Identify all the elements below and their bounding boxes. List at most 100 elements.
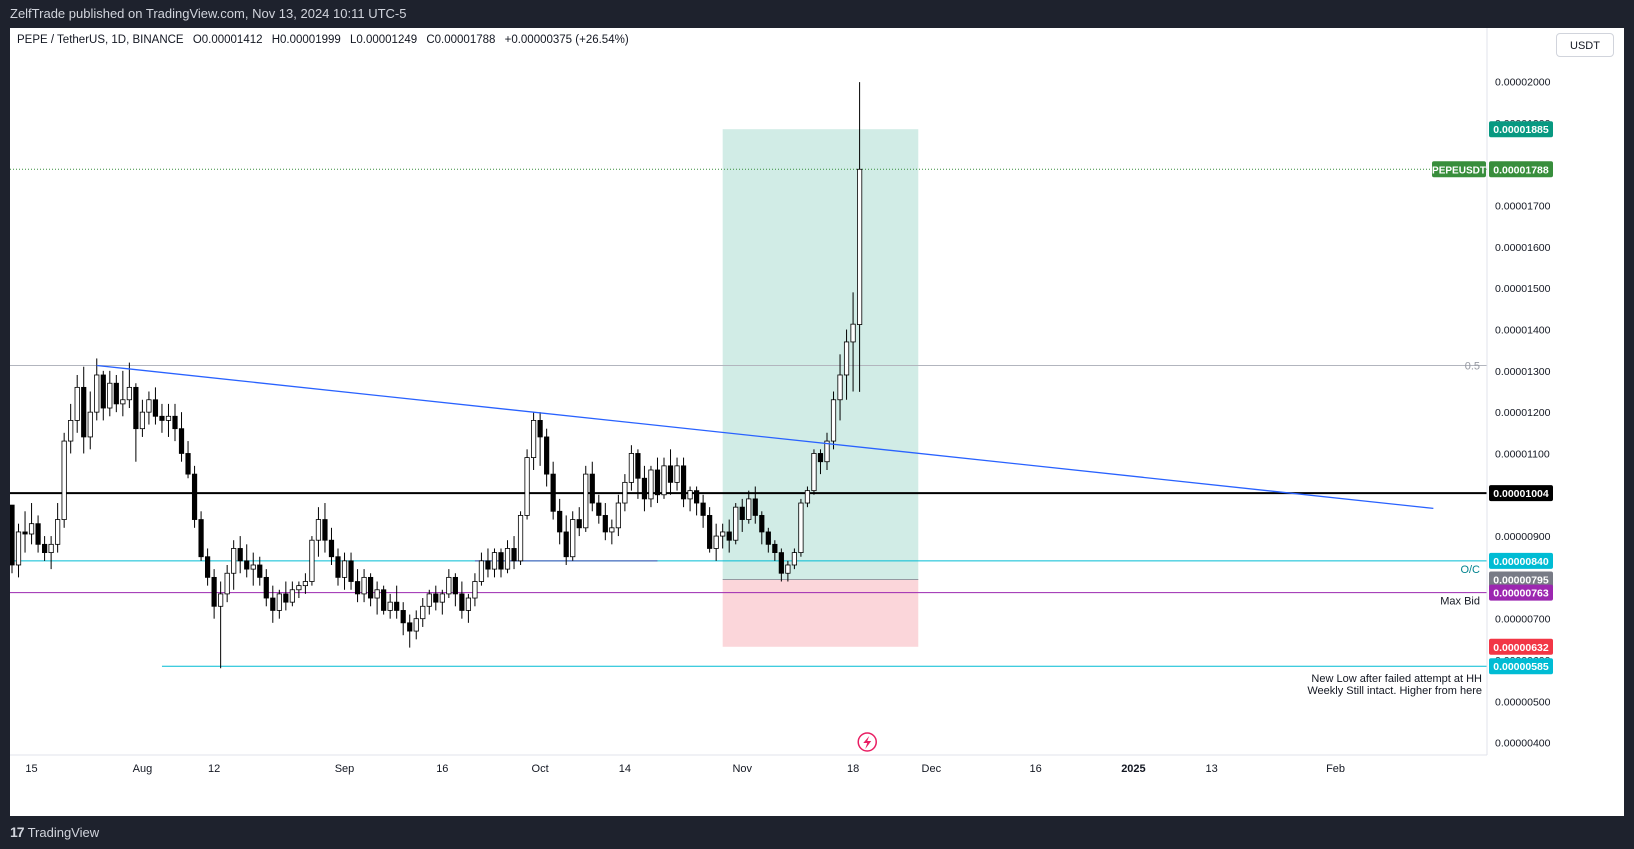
candle-body-130 [857,168,863,325]
candle-122 [804,486,811,508]
candle-41 [276,589,282,619]
candle-body-47 [315,519,322,541]
candle-body-100 [661,465,667,496]
candle-body-29 [198,519,204,558]
currency-button[interactable]: USDT [1556,33,1614,57]
price-label-bg-3 [1489,552,1553,569]
chart-panel[interactable]: 0.000020000.000019000.000018000.00001700… [10,28,1624,816]
candle-body-1 [15,531,22,566]
candle-body-107 [707,515,713,549]
candle-body-32 [218,593,224,607]
candle-body-112 [739,506,745,520]
y-tick-15: 0.00000500 [1495,696,1551,708]
candle-body-44 [296,585,302,591]
legend-high: H0.00001999 [271,34,341,46]
candle-103 [680,457,687,508]
candle-124 [817,449,824,475]
candle-body-9 [68,420,74,442]
x-tick-5: Oct [532,763,549,775]
candle-body-40 [270,597,276,611]
candle-body-43 [289,589,295,603]
candle-body-106 [700,502,706,516]
candle-100 [661,457,667,499]
price-label-1: 0.00001788 [1489,161,1553,178]
candle-body-24 [165,415,172,421]
candle-body-58 [387,601,393,611]
candle-62 [413,610,419,640]
price-label-text-2: 0.00001004 [1493,488,1549,500]
tradingview-logo[interactable]: 17 TradingView [10,816,99,849]
candle-body-33 [224,572,230,595]
candle-19 [133,383,139,462]
candle-87 [576,507,582,537]
candle-23 [159,403,165,433]
candle-76 [504,540,511,574]
candle-body-118 [778,552,784,574]
candle-body-129 [850,323,856,343]
candle-body-123 [811,453,817,492]
candle-0 [10,504,15,574]
price-label-text-3: 0.00000840 [1493,556,1549,568]
annotations: 0.5 O/C Max Bid [857,360,1480,752]
hline-label-2: O/C [1460,564,1480,576]
price-chart[interactable]: 0.000020000.000019000.000018000.00001700… [10,28,1624,816]
candle-body-101 [667,465,674,483]
candle-body-121 [798,502,804,553]
candle-body-109 [720,531,726,537]
candle-50 [335,548,341,586]
candle-65 [433,585,439,611]
candle-body-122 [804,490,811,504]
price-label-bg-2 [1489,485,1553,502]
price-labels: 0.00001885 0.00001788 0.00001004 0.00000840… [1432,121,1553,675]
candle-8 [61,432,67,528]
trendline-group [96,364,1434,510]
candle-67 [446,569,452,599]
candle-45 [302,573,309,594]
candle-71 [472,573,478,607]
candle-112 [739,498,745,532]
candle-59 [394,585,400,619]
candle-body-87 [576,519,582,529]
x-tick-6: 14 [619,763,631,775]
candle-123 [811,449,817,495]
candle-body-10 [74,386,80,421]
candle-body-0 [10,504,15,566]
candle-body-5 [42,543,48,553]
candle-body-22 [152,399,159,417]
y-tick-6: 0.00001400 [1495,325,1551,337]
price-label-text-7: 0.00000585 [1493,661,1549,673]
candle-116 [765,527,771,553]
candle-body-68 [452,576,458,595]
candle-body-34 [231,548,237,574]
candle-92 [609,519,615,545]
candle-body-50 [335,556,341,578]
candle-106 [700,494,706,528]
x-tick-10: 16 [1030,763,1042,775]
candle-18 [126,362,132,409]
candle-body-90 [596,502,602,516]
candle-body-81 [537,420,543,438]
candle-body-6 [48,543,54,553]
candle-42 [283,581,289,611]
candle-body-95 [628,453,635,483]
y-tick-11: 0.00000900 [1495,531,1551,543]
candle-84 [557,498,563,545]
candle-body-61 [407,622,413,632]
candle-78 [517,511,524,565]
price-label-7: 0.00000585 [1489,658,1553,675]
candle-body-89 [589,473,595,504]
candle-94 [622,474,628,512]
candle-body-72 [478,560,485,582]
x-tick-13: Feb [1326,763,1345,775]
candle-body-27 [185,453,191,475]
candle-body-65 [433,593,439,603]
candle-38 [257,556,263,586]
y-tick-13: 0.00000700 [1495,614,1551,626]
position-zones [722,129,919,647]
candle-body-128 [843,341,850,376]
candle-90 [596,494,602,524]
candle-body-104 [687,490,693,500]
price-label-text-6: 0.00000632 [1493,642,1549,654]
candle-body-64 [426,593,432,607]
y-tick-4: 0.00001600 [1495,242,1551,254]
